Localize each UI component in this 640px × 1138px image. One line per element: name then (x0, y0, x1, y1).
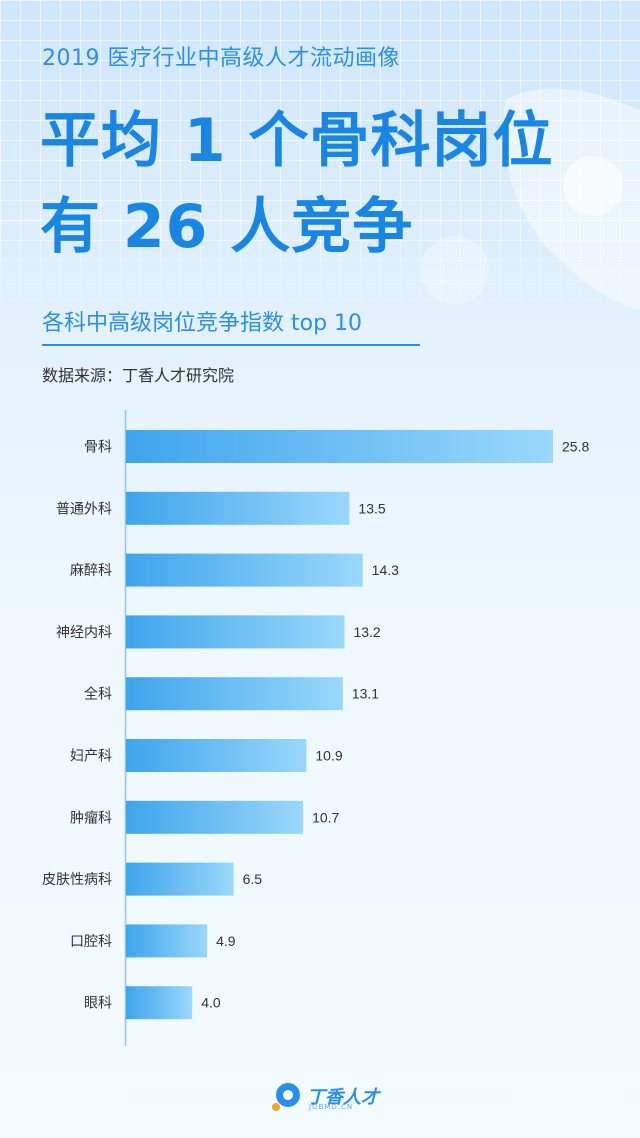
value-label: 14.3 (372, 562, 399, 578)
value-label: 6.5 (243, 871, 263, 887)
category-label: 神经内科 (56, 625, 112, 641)
bar (126, 800, 304, 834)
bar (126, 491, 350, 525)
category-label: 全科 (84, 686, 112, 703)
value-label: 13.5 (358, 500, 385, 516)
value-label: 25.8 (562, 439, 589, 455)
logo-subtext: JOBMD.CN (309, 1103, 354, 1111)
value-label: 10.9 (315, 748, 342, 764)
value-label: 4.9 (216, 933, 236, 949)
dxy-logo-icon (272, 1083, 300, 1111)
grid-background (0, 0, 640, 330)
headline-line-1: 平均 1 个骨科岗位 (40, 106, 554, 176)
value-label: 13.1 (352, 686, 379, 702)
bar (126, 924, 208, 958)
chart-title: 各科中高级岗位竞争指数 top 10 (42, 311, 363, 336)
category-label: 口腔科 (70, 934, 112, 950)
category-label: 麻醉科 (70, 563, 112, 579)
bar (126, 430, 553, 463)
decorative-shapes (421, 88, 640, 310)
bar (126, 677, 343, 711)
category-label: 眼科 (84, 996, 112, 1012)
logo-text: 丁香人才 (307, 1087, 379, 1108)
category-label: 肿瘤科 (70, 809, 112, 826)
headline-line-2: 有 26 人竞争 (40, 192, 414, 262)
page-subtitle: 2019 医疗行业中高级人才流动画像 (42, 46, 400, 71)
category-label: 妇产科 (70, 748, 112, 765)
bar (126, 862, 234, 896)
data-source: 数据来源：丁香人才研究院 (42, 366, 235, 385)
bar (126, 739, 307, 772)
value-label: 4.0 (201, 995, 221, 1011)
category-label: 普通外科 (56, 501, 112, 517)
value-label: 13.2 (353, 624, 380, 640)
bar (126, 553, 363, 587)
category-label: 骨科 (84, 440, 112, 456)
bar (126, 615, 345, 649)
category-label: 皮肤性病科 (42, 872, 112, 888)
chart-title-underline (42, 344, 420, 346)
bar (126, 986, 193, 1020)
value-label: 10.7 (312, 809, 339, 825)
